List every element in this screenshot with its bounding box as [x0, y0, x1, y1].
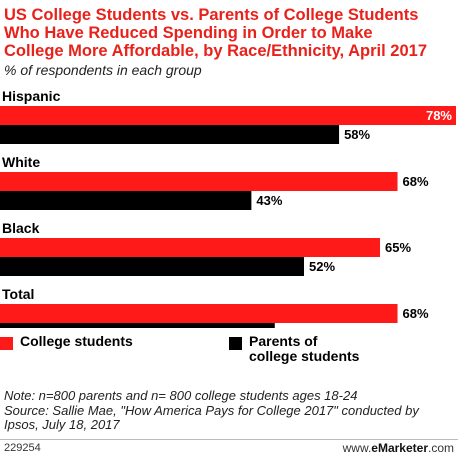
data-label: 78%	[426, 108, 452, 123]
title-line: College More Affordable, by Race/Ethnici…	[4, 42, 427, 60]
category-label: Total	[2, 286, 34, 302]
bar-parents	[0, 257, 304, 276]
bar-college-students	[0, 304, 398, 323]
legend-item-college-students: College students	[0, 334, 133, 350]
note-line: Source: Sallie Mae, "How America Pays fo…	[4, 402, 419, 418]
title-line: Who Have Reduced Spending in Order to Ma…	[4, 24, 373, 42]
bar-chart: Hispanic 78% 58% White 68% 43% Black 65% 52% Tota…	[0, 88, 456, 328]
note-line: Note: n=800 parents and n= 800 college s…	[4, 388, 358, 403]
category-label: White	[2, 154, 40, 170]
legend: College students Parents of college stud…	[0, 332, 458, 384]
data-label: 65%	[385, 240, 411, 255]
data-label: 68%	[403, 174, 429, 189]
title-line: US College Students vs. Parents of Colle…	[4, 6, 419, 24]
category-label: Black	[2, 220, 40, 236]
chart-title: US College Students vs. Parents of Colle…	[4, 6, 456, 60]
source-note: Note: n=800 parents and n= 800 college s…	[4, 388, 454, 433]
category-label: Hispanic	[2, 88, 61, 104]
data-label: 58%	[344, 127, 370, 142]
legend-label-parents-line2: college students	[249, 348, 360, 364]
legend-label-parents-line1: Parents of	[249, 333, 318, 349]
bar-college-students	[0, 238, 380, 257]
data-label: 68%	[403, 306, 429, 321]
bar-parents	[0, 191, 252, 210]
bar-college-students	[0, 172, 398, 191]
legend-swatch-college-students	[0, 337, 13, 350]
data-label: 52%	[309, 259, 335, 274]
legend-item-parents: Parents of college students	[229, 334, 359, 364]
bar-parents	[0, 323, 275, 328]
data-label: 47%	[280, 325, 306, 328]
bar-parents	[0, 125, 340, 144]
legend-swatch-parents	[229, 337, 242, 350]
note-line: Ipsos, July 18, 2017	[4, 417, 120, 432]
chart-id: 229254	[4, 442, 41, 454]
chart-subtitle: % of respondents in each group	[4, 62, 202, 78]
legend-label-college-students: College students	[20, 333, 133, 349]
footer-divider	[0, 439, 458, 440]
bar-college-students	[0, 106, 456, 125]
emarketer-brand[interactable]: www.eMarketer.com	[342, 441, 454, 455]
data-label: 43%	[256, 193, 282, 208]
